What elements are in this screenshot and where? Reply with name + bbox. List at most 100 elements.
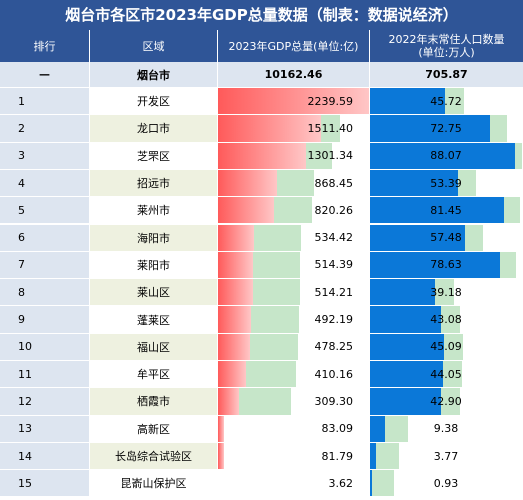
region-cell: 蓬莱区 (90, 306, 218, 334)
gdp-bar (218, 333, 251, 360)
gdp-cell: 2239.59 (218, 88, 370, 116)
header-rank: 排行 (0, 30, 90, 62)
population-value: 43.08 (430, 313, 462, 327)
gdp-cell: 514.39 (218, 251, 370, 280)
table-row: 9 蓬莱区 492.19 43.08 (0, 306, 523, 334)
region-cell: 莱山区 (90, 279, 218, 307)
gdp-cell: 410.16 (218, 361, 370, 389)
gdp-value: 478.25 (314, 340, 354, 354)
table-row: 11 牟平区 410.16 44.05 (0, 361, 523, 389)
gdp-value: 309.30 (314, 394, 354, 408)
population-cell: 3.77 (370, 442, 523, 471)
gdp-value: 514.21 (314, 285, 354, 299)
header-region: 区域 (90, 30, 218, 62)
population-cell: 9.38 (370, 415, 523, 443)
rank-cell: 7 (0, 251, 90, 280)
gdp-bar (218, 169, 277, 197)
gdp-cell: 1511.40 (218, 115, 370, 143)
rank-cell: 2 (0, 115, 90, 143)
rank-cell: 9 (0, 306, 90, 334)
population-value: 44.05 (430, 367, 462, 381)
region-cell: 长岛综合试验区 (90, 442, 218, 471)
gdp-cell: 83.09 (218, 415, 370, 443)
population-cell: 44.05 (370, 361, 523, 389)
gdp-bar (218, 388, 239, 415)
population-cell: 53.39 (370, 169, 523, 198)
population-bar (370, 224, 465, 251)
population-bar (370, 333, 445, 360)
population-cell: 43.08 (370, 306, 523, 334)
gdp-cell: 3.62 (218, 470, 370, 498)
rank-cell: 13 (0, 415, 90, 443)
population-bar (370, 115, 491, 142)
gdp-bar (218, 361, 246, 388)
region-cell: 莱州市 (90, 197, 218, 225)
population-cell: 88.07 (370, 142, 523, 170)
header-population: 2022年末常住人口数量 (单位:万人) (370, 30, 523, 62)
table-row: 3 芝罘区 1301.34 88.07 (0, 142, 523, 170)
population-bar (370, 251, 500, 279)
population-cell: 39.18 (370, 279, 523, 307)
region-cell: 昆嵛山保护区 (90, 470, 218, 498)
table-row: 7 莱阳市 514.39 78.63 (0, 251, 523, 280)
region-cell: 莱阳市 (90, 251, 218, 280)
region-cell: 牟平区 (90, 361, 218, 389)
gdp-bar (218, 306, 252, 333)
population-cell: 0.93 (370, 470, 523, 498)
gdp-bar (218, 142, 307, 169)
rank-cell: 15 (0, 470, 90, 498)
gdp-value: 3.62 (328, 476, 354, 490)
population-bar (370, 442, 377, 470)
region-cell: 开发区 (90, 88, 218, 116)
population-cell: 72.75 (370, 115, 523, 143)
population-value: 9.38 (433, 422, 459, 436)
population-value: 88.07 (430, 149, 462, 163)
population-bar (370, 306, 442, 333)
header-gdp: 2023年GDP总量(单位:亿) (218, 30, 370, 62)
gdp-cell: 492.19 (218, 306, 370, 334)
table-row: 12 栖霞市 309.30 42.90 (0, 388, 523, 416)
gdp-bar (218, 251, 253, 279)
gdp-value: 83.09 (321, 422, 354, 436)
population-bar (370, 470, 372, 497)
rank-cell: 10 (0, 333, 90, 361)
rank-cell: 11 (0, 361, 90, 389)
gdp-value: 1511.40 (307, 121, 354, 135)
header-population-line2: (单位:万人) (418, 46, 475, 59)
population-value: 45.09 (430, 340, 462, 354)
gdp-bar (218, 415, 224, 442)
gdp-value: 410.16 (314, 367, 354, 381)
header-population-line1: 2022年末常住人口数量 (388, 33, 505, 46)
region-cell: 福山区 (90, 333, 218, 361)
population-cell: 45.09 (370, 333, 523, 361)
total-rank: — (0, 62, 90, 88)
population-bar (370, 415, 386, 442)
gdp-bar (218, 197, 274, 224)
population-value: 78.63 (430, 258, 462, 272)
gdp-cell: 534.42 (218, 224, 370, 252)
population-bar (370, 197, 505, 224)
region-cell: 招远市 (90, 169, 218, 198)
region-cell: 龙口市 (90, 115, 218, 143)
population-value: 42.90 (430, 394, 462, 408)
total-region: 烟台市 (90, 62, 218, 88)
table-row: 6 海阳市 534.42 57.48 (0, 224, 523, 252)
gdp-value: 2239.59 (307, 94, 354, 108)
rank-cell: 6 (0, 224, 90, 252)
rank-cell: 5 (0, 197, 90, 225)
table-row: 4 招远市 868.45 53.39 (0, 169, 523, 198)
region-cell: 栖霞市 (90, 388, 218, 416)
gdp-value: 534.42 (314, 231, 354, 245)
table-row: 2 龙口市 1511.40 72.75 (0, 115, 523, 143)
rank-cell: 4 (0, 169, 90, 198)
population-value: 53.39 (430, 176, 462, 190)
population-value: 39.18 (430, 285, 462, 299)
rank-cell: 14 (0, 442, 90, 471)
gdp-value: 514.39 (314, 258, 354, 272)
gdp-cell: 81.79 (218, 442, 370, 471)
region-cell: 芝罘区 (90, 142, 218, 170)
gdp-cell: 478.25 (218, 333, 370, 361)
population-cell: 45.72 (370, 88, 523, 116)
gdp-cell: 309.30 (218, 388, 370, 416)
